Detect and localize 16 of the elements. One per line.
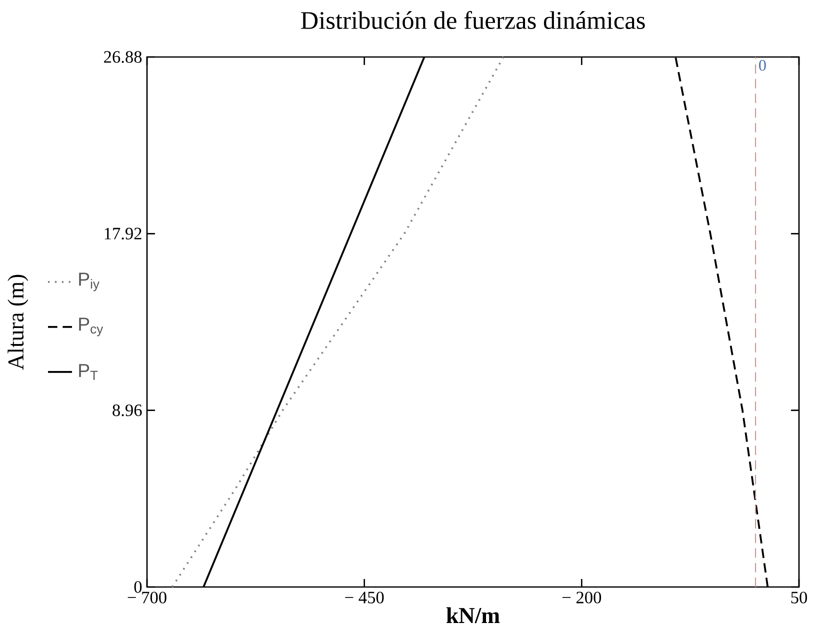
legend-label: P$_{T}$ — [79, 364, 98, 380]
x-tick-label: − 700 — [128, 592, 166, 604]
y-tick-label: 8.96 — [112, 404, 142, 416]
x-tick-label: 50 — [791, 592, 807, 604]
y-tick-label: 0 — [134, 581, 142, 593]
line-series — [171, 56, 504, 588]
x-tick-label: − 450 — [345, 592, 384, 604]
chart-title: Distribución de fuerzas dinámicas — [301, 10, 645, 30]
legend-label: P$_{cy}$ — [79, 318, 104, 336]
y-tick-label: 17.92 — [104, 228, 142, 240]
ref-line-label: 0 — [759, 60, 766, 71]
y-tick-label: 26.88 — [104, 51, 142, 63]
x-tick-label: − 200 — [562, 592, 602, 604]
x-axis-title: kN/m — [446, 607, 500, 624]
y-axis-title: Altura (m) — [8, 274, 28, 370]
legend-label: P$_{iy}$ — [79, 272, 100, 292]
